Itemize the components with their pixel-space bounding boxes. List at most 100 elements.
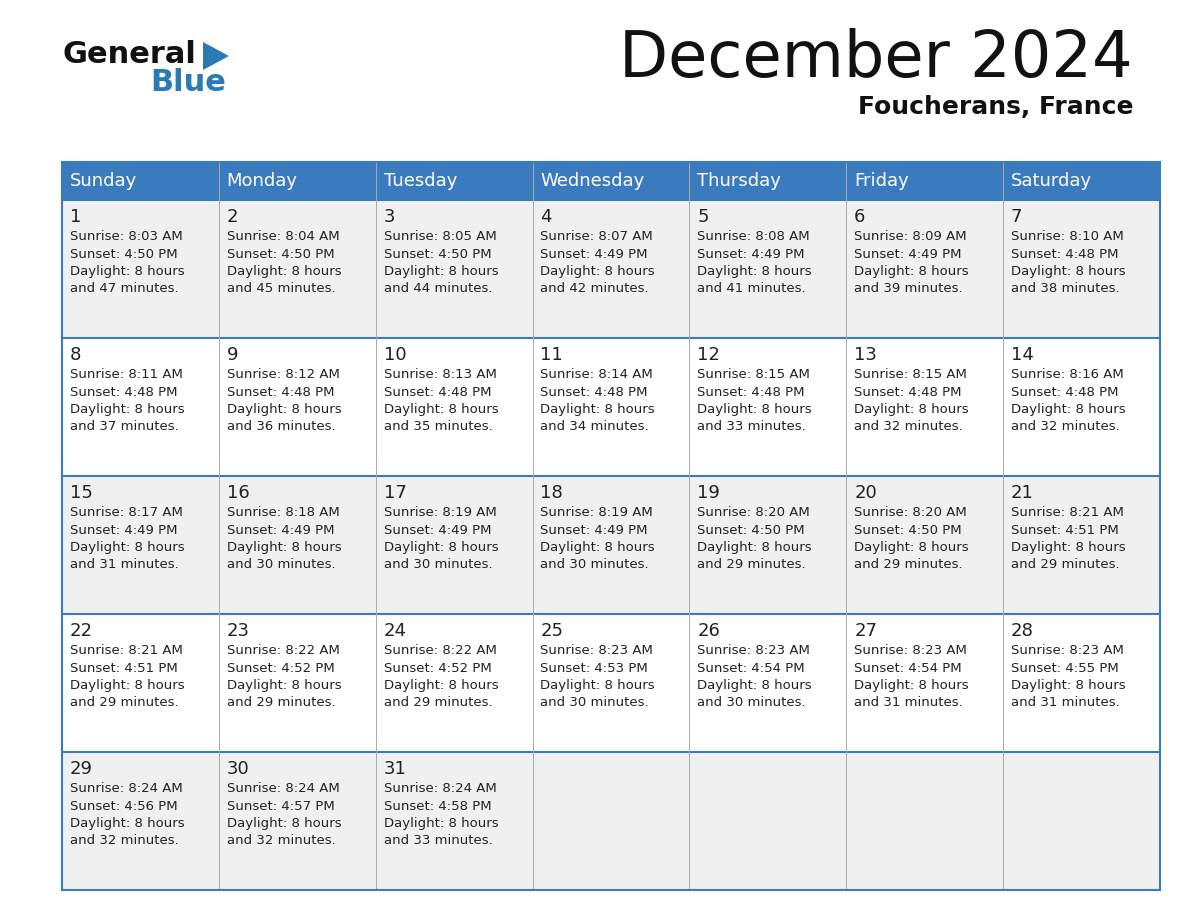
Text: 29: 29 <box>70 760 93 778</box>
Text: Daylight: 8 hours: Daylight: 8 hours <box>541 265 655 278</box>
Text: Sunset: 4:48 PM: Sunset: 4:48 PM <box>1011 386 1118 398</box>
Text: and 30 minutes.: and 30 minutes. <box>227 558 335 572</box>
Text: Daylight: 8 hours: Daylight: 8 hours <box>1011 541 1125 554</box>
Text: Sunset: 4:54 PM: Sunset: 4:54 PM <box>697 662 805 675</box>
Bar <box>846 752 1003 890</box>
Text: 10: 10 <box>384 346 406 364</box>
Text: Sunset: 4:50 PM: Sunset: 4:50 PM <box>697 523 805 536</box>
Bar <box>62 614 219 752</box>
Text: 24: 24 <box>384 622 406 640</box>
Bar <box>532 200 689 338</box>
Text: and 33 minutes.: and 33 minutes. <box>384 834 492 847</box>
Text: Sunrise: 8:16 AM: Sunrise: 8:16 AM <box>1011 368 1124 381</box>
Bar <box>219 752 375 890</box>
Text: 12: 12 <box>697 346 720 364</box>
Text: and 32 minutes.: and 32 minutes. <box>70 834 178 847</box>
Text: and 41 minutes.: and 41 minutes. <box>697 283 805 296</box>
Text: Sunrise: 8:24 AM: Sunrise: 8:24 AM <box>384 782 497 795</box>
Text: Saturday: Saturday <box>1011 172 1092 190</box>
Bar <box>689 200 846 338</box>
Bar <box>219 162 375 200</box>
Text: Daylight: 8 hours: Daylight: 8 hours <box>697 541 811 554</box>
Bar <box>375 476 532 614</box>
Text: Sunset: 4:51 PM: Sunset: 4:51 PM <box>1011 523 1119 536</box>
Bar <box>689 338 846 476</box>
Text: Daylight: 8 hours: Daylight: 8 hours <box>697 265 811 278</box>
Text: Sunrise: 8:14 AM: Sunrise: 8:14 AM <box>541 368 653 381</box>
Text: 14: 14 <box>1011 346 1034 364</box>
Bar <box>689 162 846 200</box>
Bar <box>219 476 375 614</box>
Text: Sunset: 4:57 PM: Sunset: 4:57 PM <box>227 800 335 812</box>
Text: and 35 minutes.: and 35 minutes. <box>384 420 492 433</box>
Text: and 31 minutes.: and 31 minutes. <box>854 697 963 710</box>
Text: Sunset: 4:50 PM: Sunset: 4:50 PM <box>854 523 962 536</box>
Text: and 31 minutes.: and 31 minutes. <box>1011 697 1120 710</box>
Text: and 37 minutes.: and 37 minutes. <box>70 420 178 433</box>
Text: Sunset: 4:48 PM: Sunset: 4:48 PM <box>384 386 491 398</box>
Text: 28: 28 <box>1011 622 1034 640</box>
Text: Daylight: 8 hours: Daylight: 8 hours <box>697 679 811 692</box>
Bar <box>1003 752 1159 890</box>
Text: 25: 25 <box>541 622 563 640</box>
Text: and 36 minutes.: and 36 minutes. <box>227 420 335 433</box>
Text: and 29 minutes.: and 29 minutes. <box>70 697 178 710</box>
Text: Sunrise: 8:23 AM: Sunrise: 8:23 AM <box>697 644 810 657</box>
Text: Sunset: 4:56 PM: Sunset: 4:56 PM <box>70 800 177 812</box>
Text: 27: 27 <box>854 622 877 640</box>
Text: Sunset: 4:50 PM: Sunset: 4:50 PM <box>227 248 334 261</box>
Text: Sunset: 4:48 PM: Sunset: 4:48 PM <box>541 386 647 398</box>
Text: Daylight: 8 hours: Daylight: 8 hours <box>70 403 184 416</box>
Text: Daylight: 8 hours: Daylight: 8 hours <box>854 541 968 554</box>
Text: Sunset: 4:49 PM: Sunset: 4:49 PM <box>697 248 804 261</box>
Text: Daylight: 8 hours: Daylight: 8 hours <box>541 403 655 416</box>
Text: 13: 13 <box>854 346 877 364</box>
Bar <box>846 614 1003 752</box>
Text: 23: 23 <box>227 622 249 640</box>
Text: Daylight: 8 hours: Daylight: 8 hours <box>1011 265 1125 278</box>
Text: General: General <box>62 40 196 69</box>
Text: and 29 minutes.: and 29 minutes. <box>854 558 962 572</box>
Bar <box>1003 200 1159 338</box>
Text: Sunset: 4:55 PM: Sunset: 4:55 PM <box>1011 662 1119 675</box>
Text: Sunrise: 8:20 AM: Sunrise: 8:20 AM <box>854 506 967 519</box>
Text: and 29 minutes.: and 29 minutes. <box>697 558 805 572</box>
Text: Sunrise: 8:10 AM: Sunrise: 8:10 AM <box>1011 230 1124 243</box>
Text: Daylight: 8 hours: Daylight: 8 hours <box>697 403 811 416</box>
Text: Sunset: 4:48 PM: Sunset: 4:48 PM <box>697 386 804 398</box>
Text: and 39 minutes.: and 39 minutes. <box>854 283 962 296</box>
Text: Sunrise: 8:23 AM: Sunrise: 8:23 AM <box>1011 644 1124 657</box>
Text: 6: 6 <box>854 208 866 226</box>
Text: 3: 3 <box>384 208 396 226</box>
Text: 15: 15 <box>70 484 93 502</box>
Text: Daylight: 8 hours: Daylight: 8 hours <box>854 679 968 692</box>
Bar <box>1003 614 1159 752</box>
Text: Sunset: 4:53 PM: Sunset: 4:53 PM <box>541 662 649 675</box>
Text: Daylight: 8 hours: Daylight: 8 hours <box>70 817 184 830</box>
Text: Sunrise: 8:19 AM: Sunrise: 8:19 AM <box>384 506 497 519</box>
Bar <box>1003 338 1159 476</box>
Text: Sunset: 4:54 PM: Sunset: 4:54 PM <box>854 662 962 675</box>
Text: Sunrise: 8:24 AM: Sunrise: 8:24 AM <box>227 782 340 795</box>
Bar <box>62 200 219 338</box>
Text: Sunset: 4:51 PM: Sunset: 4:51 PM <box>70 662 177 675</box>
Text: Sunrise: 8:24 AM: Sunrise: 8:24 AM <box>70 782 183 795</box>
Bar <box>62 476 219 614</box>
Text: Sunrise: 8:03 AM: Sunrise: 8:03 AM <box>70 230 183 243</box>
Text: and 30 minutes.: and 30 minutes. <box>541 697 649 710</box>
Bar <box>532 614 689 752</box>
Text: and 32 minutes.: and 32 minutes. <box>227 834 335 847</box>
Text: 7: 7 <box>1011 208 1023 226</box>
Text: and 32 minutes.: and 32 minutes. <box>1011 420 1120 433</box>
Text: Daylight: 8 hours: Daylight: 8 hours <box>384 541 498 554</box>
Bar <box>846 476 1003 614</box>
Text: 26: 26 <box>697 622 720 640</box>
Text: and 30 minutes.: and 30 minutes. <box>384 558 492 572</box>
Text: Sunset: 4:48 PM: Sunset: 4:48 PM <box>227 386 334 398</box>
Text: Monday: Monday <box>227 172 298 190</box>
Text: Daylight: 8 hours: Daylight: 8 hours <box>854 265 968 278</box>
Text: Sunrise: 8:04 AM: Sunrise: 8:04 AM <box>227 230 340 243</box>
Text: 9: 9 <box>227 346 239 364</box>
Text: Daylight: 8 hours: Daylight: 8 hours <box>227 679 341 692</box>
Bar <box>532 752 689 890</box>
